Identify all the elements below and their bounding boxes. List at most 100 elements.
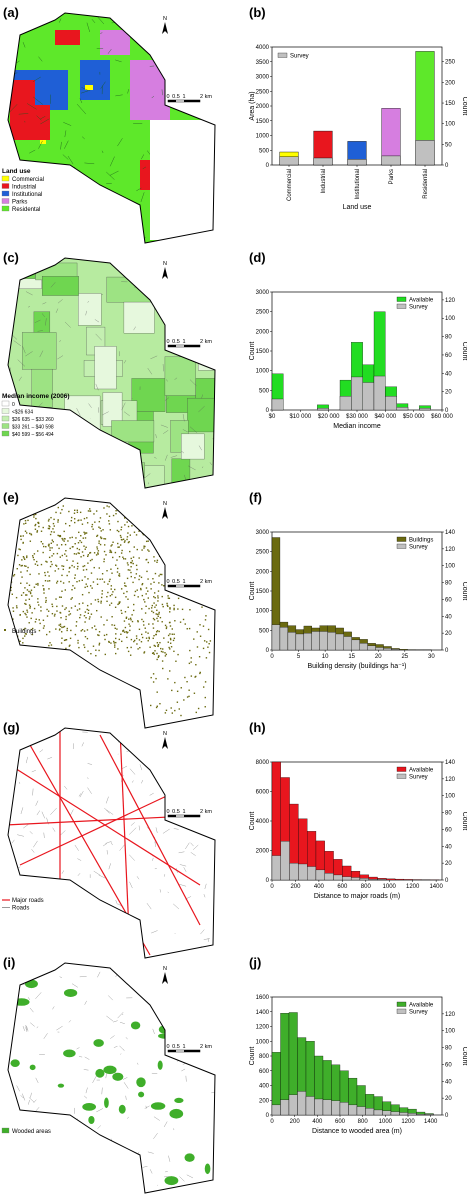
building (126, 636, 128, 639)
wooded-patch (57, 1083, 65, 1088)
legend-swatch (396, 766, 407, 772)
building (57, 521, 59, 523)
street (215, 770, 217, 771)
building (92, 645, 95, 647)
y2-axis-label: Count (461, 1047, 467, 1066)
building (124, 540, 126, 542)
street (14, 761, 16, 768)
street (8, 974, 10, 979)
building (26, 611, 29, 613)
survey-bar (331, 1100, 341, 1116)
building (14, 515, 16, 517)
x-axis-label: Building density (buildings ha⁻¹) (307, 663, 406, 670)
building (45, 560, 47, 563)
street (64, 455, 71, 461)
histogram-bar (399, 649, 408, 651)
building (65, 615, 67, 618)
street (45, 907, 51, 912)
street (117, 138, 123, 147)
scale-label: 2 km (200, 579, 212, 585)
building (65, 638, 68, 641)
wooded-patch (174, 1027, 186, 1034)
scale-bar-seg (184, 345, 200, 347)
street (61, 870, 65, 874)
x-axis-label: Median income (333, 423, 381, 430)
building (117, 603, 119, 606)
survey-bar (271, 624, 281, 651)
street (28, 1097, 35, 1103)
building (98, 520, 101, 523)
building (127, 631, 129, 634)
building (164, 518, 166, 520)
map-area: N0 0.5 1 2 km (7, 12, 216, 256)
building (82, 537, 84, 539)
building (141, 582, 144, 585)
x-tick-label: 1000 (379, 1119, 393, 1125)
y-tick-label: 2000 (256, 104, 270, 110)
building (48, 518, 50, 521)
street (84, 923, 88, 928)
street (100, 32, 103, 34)
building (22, 628, 25, 631)
street (173, 903, 180, 910)
survey-bar (385, 396, 397, 411)
building (51, 603, 53, 605)
survey-bar (280, 1099, 290, 1116)
building (56, 552, 59, 555)
wooded-patch (8, 1101, 13, 1110)
building (156, 642, 159, 644)
building (81, 523, 84, 525)
building (82, 602, 84, 604)
building (133, 594, 136, 597)
building (103, 550, 106, 553)
street (175, 306, 178, 310)
building (64, 543, 67, 546)
street (22, 42, 26, 48)
street (168, 1155, 171, 1162)
landuse-patch (85, 85, 93, 90)
y2-tick-label: 0 (445, 408, 449, 414)
street (30, 1092, 32, 1098)
building (59, 512, 62, 514)
building (15, 514, 17, 516)
street (157, 728, 162, 730)
street (83, 247, 92, 256)
street (179, 864, 187, 867)
building (60, 580, 62, 583)
y-tick-label: 1500 (256, 589, 270, 595)
building (171, 633, 173, 635)
building (86, 608, 88, 611)
building (81, 551, 84, 553)
building (26, 589, 29, 591)
building (99, 536, 102, 538)
building (196, 646, 199, 648)
building (138, 530, 140, 532)
street (132, 780, 134, 783)
building (87, 612, 90, 614)
street (50, 94, 51, 104)
building (169, 578, 172, 580)
scale-bar-seg (168, 815, 176, 817)
building (33, 516, 35, 518)
street (45, 908, 48, 914)
street (39, 350, 44, 358)
street (55, 1136, 58, 1139)
street (151, 96, 155, 99)
building (99, 578, 101, 581)
histogram-bar (403, 879, 413, 881)
building (98, 526, 100, 528)
building (101, 578, 104, 580)
building (188, 627, 191, 630)
building (121, 640, 123, 643)
major-road (99, 734, 201, 926)
y2-tick-label: 60 (445, 827, 452, 833)
building (179, 621, 182, 623)
survey-bar (313, 157, 333, 166)
building (173, 633, 175, 635)
survey-bar (359, 878, 369, 881)
street (98, 952, 105, 954)
street (18, 113, 29, 115)
street (31, 770, 36, 773)
building (120, 528, 122, 531)
building (45, 633, 48, 636)
